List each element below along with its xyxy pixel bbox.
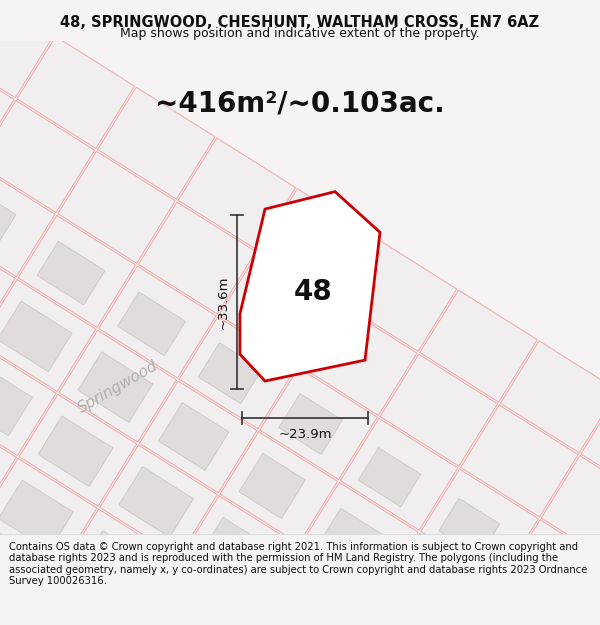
Polygon shape <box>259 189 376 301</box>
Polygon shape <box>158 402 229 471</box>
Polygon shape <box>139 381 257 493</box>
Text: ~416m²/~0.103ac.: ~416m²/~0.103ac. <box>155 89 445 117</box>
Polygon shape <box>60 509 178 621</box>
Polygon shape <box>581 391 600 504</box>
Polygon shape <box>480 613 538 625</box>
Polygon shape <box>0 164 55 277</box>
Polygon shape <box>140 560 258 625</box>
Polygon shape <box>439 498 500 556</box>
Polygon shape <box>280 572 348 625</box>
Polygon shape <box>101 624 218 625</box>
Polygon shape <box>380 354 497 466</box>
Polygon shape <box>261 546 379 625</box>
Polygon shape <box>0 480 73 551</box>
Polygon shape <box>502 520 600 625</box>
Polygon shape <box>160 581 230 625</box>
Polygon shape <box>301 482 418 594</box>
Polygon shape <box>0 50 14 162</box>
Polygon shape <box>20 573 138 625</box>
Polygon shape <box>118 292 185 356</box>
Polygon shape <box>220 432 338 544</box>
Polygon shape <box>461 584 579 625</box>
Polygon shape <box>198 342 262 404</box>
Polygon shape <box>221 611 338 625</box>
Polygon shape <box>199 518 270 585</box>
Polygon shape <box>420 290 538 402</box>
Polygon shape <box>0 188 16 249</box>
Text: ~33.6m: ~33.6m <box>217 275 229 329</box>
Polygon shape <box>381 533 499 625</box>
Polygon shape <box>0 344 56 456</box>
Polygon shape <box>340 418 458 531</box>
Polygon shape <box>98 87 215 199</box>
Polygon shape <box>0 355 587 625</box>
Polygon shape <box>19 394 137 506</box>
Polygon shape <box>180 496 298 608</box>
Polygon shape <box>98 266 216 378</box>
Polygon shape <box>219 253 337 365</box>
Polygon shape <box>358 448 421 507</box>
Polygon shape <box>421 469 538 581</box>
Polygon shape <box>239 453 305 519</box>
Polygon shape <box>461 405 578 517</box>
Polygon shape <box>0 357 586 625</box>
Polygon shape <box>78 352 152 422</box>
Polygon shape <box>260 368 377 479</box>
Text: Contains OS data © Crown copyright and database right 2021. This information is : Contains OS data © Crown copyright and d… <box>9 542 587 586</box>
Polygon shape <box>0 229 15 341</box>
Text: ~23.9m: ~23.9m <box>278 428 332 441</box>
Polygon shape <box>0 279 96 391</box>
Polygon shape <box>58 151 175 263</box>
Polygon shape <box>59 330 176 442</box>
Polygon shape <box>100 445 217 557</box>
Text: Map shows position and indicative extent of the property.: Map shows position and indicative extent… <box>120 28 480 40</box>
Polygon shape <box>399 562 460 621</box>
Polygon shape <box>79 531 154 601</box>
Polygon shape <box>179 317 297 429</box>
Polygon shape <box>279 394 343 454</box>
Polygon shape <box>38 416 113 486</box>
Polygon shape <box>299 304 417 416</box>
Polygon shape <box>0 365 32 436</box>
Polygon shape <box>240 192 380 381</box>
Text: 48: 48 <box>294 278 333 306</box>
Polygon shape <box>0 101 95 212</box>
Polygon shape <box>320 508 383 569</box>
Polygon shape <box>0 301 72 372</box>
Polygon shape <box>0 408 16 519</box>
Polygon shape <box>0 458 97 571</box>
Polygon shape <box>339 239 457 351</box>
Polygon shape <box>0 398 560 625</box>
Polygon shape <box>500 341 600 453</box>
Polygon shape <box>178 138 296 250</box>
Polygon shape <box>17 36 134 149</box>
Polygon shape <box>0 0 54 98</box>
Polygon shape <box>119 467 193 537</box>
Polygon shape <box>37 241 105 305</box>
Text: Springwood: Springwood <box>76 358 161 416</box>
Polygon shape <box>18 216 136 328</box>
Polygon shape <box>541 456 600 568</box>
Polygon shape <box>0 522 57 625</box>
Text: 48, SPRINGWOOD, CHESHUNT, WALTHAM CROSS, EN7 6AZ: 48, SPRINGWOOD, CHESHUNT, WALTHAM CROSS,… <box>61 15 539 30</box>
Polygon shape <box>341 597 459 625</box>
Polygon shape <box>139 202 256 314</box>
